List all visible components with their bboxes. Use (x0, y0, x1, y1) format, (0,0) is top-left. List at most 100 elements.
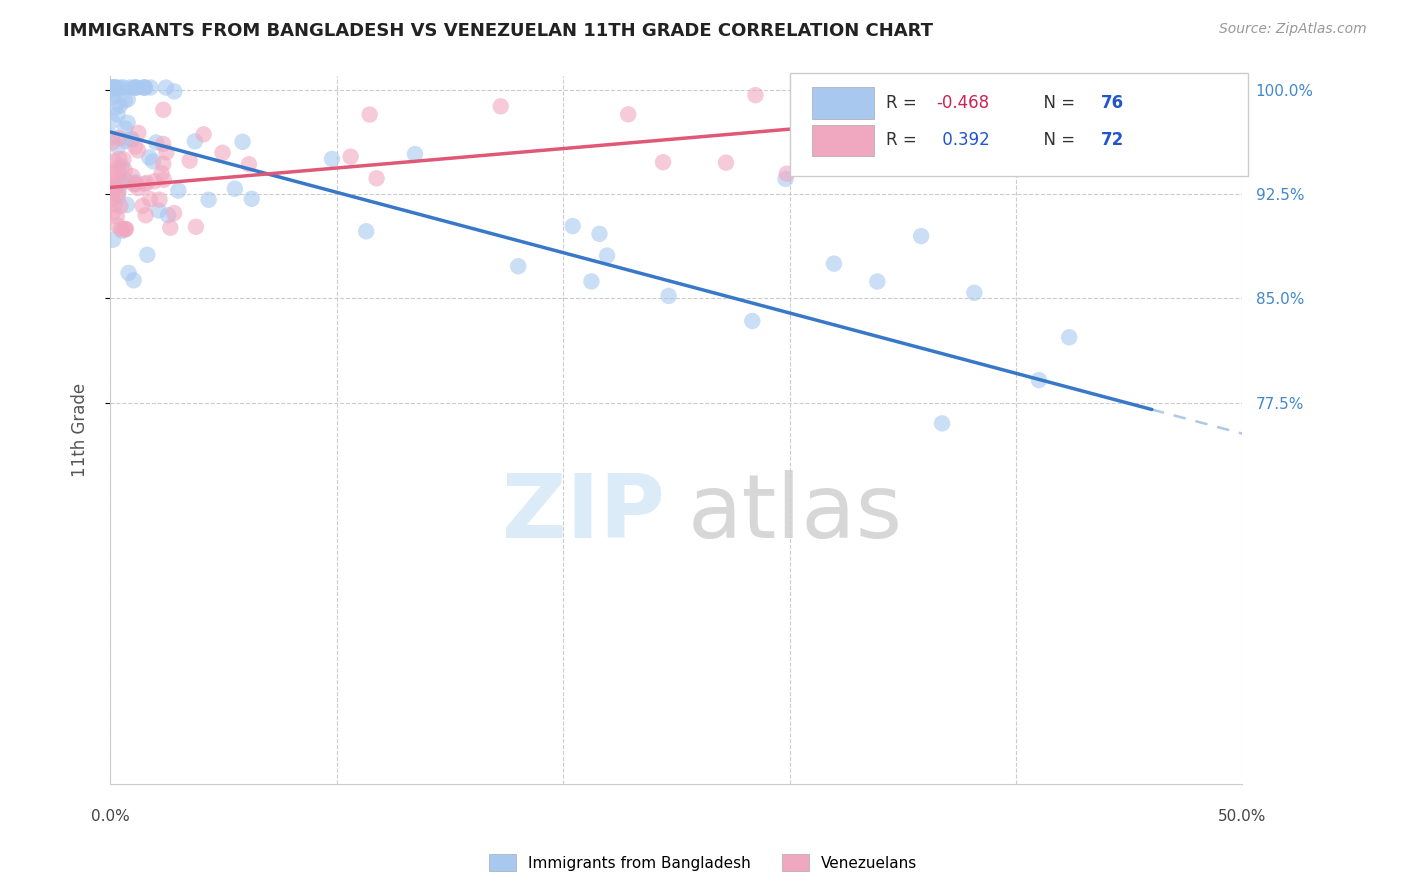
Text: Source: ZipAtlas.com: Source: ZipAtlas.com (1219, 22, 1367, 37)
Point (806, 88, 828, 103)
Point (107, 139, 129, 153)
Point (107, 184, 129, 198)
Text: -0.468: -0.468 (936, 94, 990, 112)
Point (114, 134, 136, 148)
Point (101, 83, 124, 97)
FancyBboxPatch shape (790, 73, 1249, 176)
Point (108, 152, 131, 166)
Point (105, 172, 128, 186)
Point (127, 181, 149, 195)
Point (103, 80, 125, 95)
Text: N =: N = (1033, 94, 1080, 112)
Point (150, 166, 173, 180)
Point (132, 80, 155, 95)
Point (596, 249, 619, 263)
Point (152, 103, 174, 117)
Point (159, 220, 181, 235)
Point (163, 206, 186, 220)
Point (197, 193, 219, 207)
Point (107, 219, 129, 233)
Point (866, 275, 889, 289)
Point (103, 205, 125, 219)
Point (823, 257, 845, 271)
Point (127, 144, 149, 158)
Point (107, 165, 129, 179)
Point (115, 198, 138, 212)
Point (1057, 330, 1080, 344)
Point (139, 192, 162, 206)
Point (232, 135, 254, 149)
Point (1194, 79, 1216, 94)
Point (581, 274, 603, 288)
Point (135, 208, 157, 222)
Point (143, 174, 166, 188)
Legend: Immigrants from Bangladesh, Venezuelans: Immigrants from Bangladesh, Venezuelans (482, 848, 924, 877)
Point (110, 176, 132, 190)
Point (240, 192, 263, 206)
Point (124, 80, 146, 95)
Point (111, 224, 134, 238)
Point (107, 186, 129, 201)
Point (124, 139, 146, 153)
Point (354, 224, 377, 238)
Point (121, 169, 143, 183)
Point (193, 128, 215, 142)
Point (157, 208, 180, 222)
Point (211, 145, 233, 160)
Point (136, 248, 159, 262)
Point (339, 150, 361, 164)
Text: 72: 72 (1101, 131, 1125, 149)
Point (101, 186, 124, 201)
Point (125, 175, 148, 189)
Point (103, 154, 125, 169)
Point (931, 417, 953, 431)
Point (224, 182, 246, 196)
Point (104, 100, 127, 114)
Point (101, 136, 124, 150)
Point (101, 114, 124, 128)
Point (155, 145, 177, 160)
Point (101, 90, 124, 104)
Y-axis label: 11th Grade: 11th Grade (72, 384, 89, 477)
Point (508, 259, 530, 273)
Point (152, 136, 174, 151)
Text: IMMIGRANTS FROM BANGLADESH VS VENEZUELAN 11TH GRADE CORRELATION CHART: IMMIGRANTS FROM BANGLADESH VS VENEZUELAN… (63, 22, 934, 40)
Point (101, 86, 124, 100)
Text: 0.0%: 0.0% (91, 809, 129, 824)
Point (124, 177, 146, 191)
Point (827, 96, 849, 111)
Point (145, 136, 167, 150)
Point (138, 150, 160, 164)
Point (1028, 373, 1050, 387)
Point (155, 80, 177, 95)
Point (101, 129, 124, 144)
Text: atlas: atlas (688, 470, 903, 558)
Point (942, 119, 965, 133)
Point (125, 80, 148, 95)
Point (103, 80, 125, 95)
Point (107, 107, 129, 121)
Point (107, 174, 129, 188)
Point (117, 116, 139, 130)
Point (134, 80, 156, 95)
Point (110, 199, 132, 213)
Text: 76: 76 (1101, 94, 1123, 112)
Point (1022, 82, 1045, 96)
Point (366, 171, 388, 186)
Point (105, 178, 128, 193)
Text: 0.392: 0.392 (936, 131, 990, 149)
Point (108, 98, 131, 112)
Point (238, 157, 260, 171)
Point (110, 80, 132, 95)
Point (184, 219, 207, 234)
Point (810, 159, 832, 173)
Point (105, 80, 128, 95)
Point (101, 167, 124, 181)
Point (111, 160, 134, 174)
Point (359, 107, 381, 121)
Point (163, 84, 186, 98)
Point (561, 219, 583, 233)
Point (652, 155, 675, 169)
Point (134, 80, 156, 95)
Point (714, 155, 737, 169)
